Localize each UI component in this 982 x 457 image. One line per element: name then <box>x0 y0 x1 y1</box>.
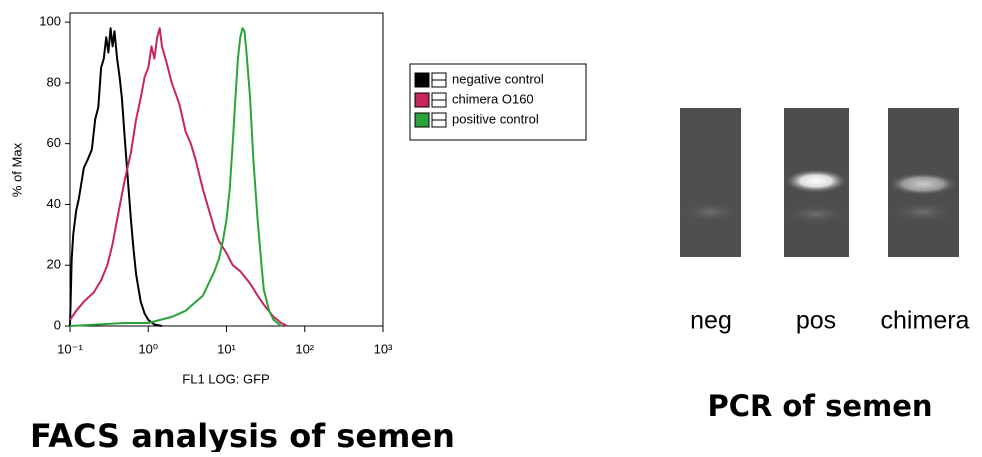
gel-band <box>786 204 846 224</box>
y-tick-label: 40 <box>47 196 61 211</box>
y-tick-label: 20 <box>47 257 61 272</box>
legend-swatch <box>414 72 430 88</box>
gel-band <box>784 169 848 193</box>
x-tick-label: 10⁻¹ <box>57 341 83 356</box>
legend-swatch <box>414 92 430 108</box>
series-line <box>69 27 163 327</box>
y-tick-label: 80 <box>47 74 61 89</box>
gel-caption: PCR of semen <box>707 389 932 423</box>
gel-band <box>680 202 740 222</box>
x-tick-label: 10¹ <box>217 341 236 356</box>
legend-swatch <box>414 112 430 128</box>
legend-label: negative control <box>452 71 544 86</box>
x-tick-label: 10³ <box>374 341 393 356</box>
y-axis-label: % of Max <box>9 142 24 197</box>
lane-label: neg <box>690 307 732 335</box>
lane-label: chimera <box>881 307 970 335</box>
x-tick-label: 10⁰ <box>138 341 158 356</box>
legend-label: chimera O160 <box>452 91 534 106</box>
lane-label: pos <box>796 307 836 335</box>
x-axis-label: FL1 LOG: GFP <box>182 371 269 386</box>
series-line <box>69 27 282 327</box>
series-line <box>69 27 288 327</box>
y-tick-label: 100 <box>39 14 61 29</box>
legend-label: positive control <box>452 111 539 126</box>
gel-lane <box>680 108 741 257</box>
facs-caption: FACS analysis of semen <box>30 417 455 452</box>
gel-band <box>891 202 955 222</box>
x-tick-label: 10² <box>295 341 314 356</box>
y-tick-label: 60 <box>47 135 61 150</box>
y-tick-label: 0 <box>54 317 61 332</box>
gel-band <box>889 173 957 195</box>
